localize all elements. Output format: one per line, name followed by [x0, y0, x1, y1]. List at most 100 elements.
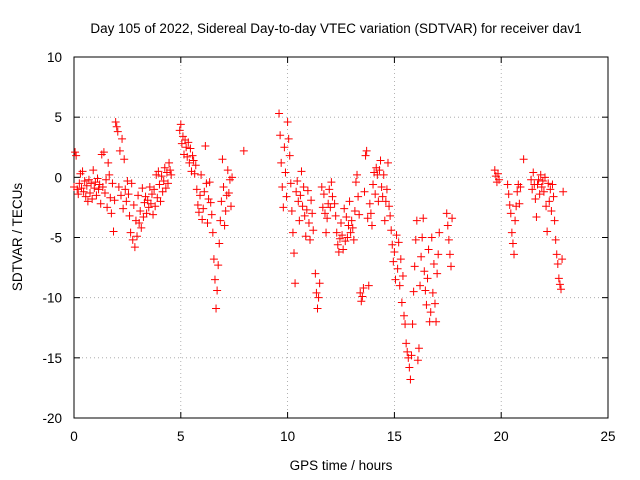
data-point [279, 203, 288, 212]
data-point [557, 285, 566, 294]
data-point [532, 213, 541, 222]
data-point [547, 207, 556, 216]
data-point [275, 109, 284, 118]
data-point [424, 245, 433, 254]
data-point [158, 187, 167, 196]
data-point [89, 166, 98, 175]
data-point [86, 188, 95, 197]
data-point [220, 221, 229, 230]
data-point [330, 199, 339, 208]
x-tick-label: 15 [387, 429, 402, 444]
data-point [146, 199, 155, 208]
data-point [412, 216, 421, 225]
data-point [126, 228, 135, 237]
data-point [110, 196, 119, 205]
data-point [152, 170, 161, 179]
data-point [411, 235, 420, 244]
data-point [144, 203, 153, 212]
data-point [185, 158, 194, 167]
data-point [544, 179, 553, 188]
data-point [213, 286, 222, 295]
data-point [130, 243, 139, 252]
data-point [183, 152, 192, 161]
data-point [109, 227, 118, 236]
data-point [228, 173, 237, 182]
data-point [362, 146, 371, 155]
data-point [490, 166, 499, 175]
data-point [386, 211, 395, 220]
data-point [96, 199, 105, 208]
data-point [278, 182, 287, 191]
data-point [428, 288, 437, 297]
data-point [539, 187, 548, 196]
data-point [308, 209, 317, 218]
data-point [123, 176, 132, 185]
data-point [410, 262, 419, 271]
data-point [167, 170, 176, 179]
data-point [87, 179, 96, 188]
data-point [206, 198, 215, 207]
data-point [154, 167, 163, 176]
data-point [393, 264, 402, 273]
data-point [288, 228, 297, 237]
data-point [442, 209, 451, 218]
data-point [141, 192, 150, 201]
data-point [355, 210, 364, 219]
data-point [334, 247, 343, 256]
data-point [409, 287, 418, 296]
data-point [143, 196, 152, 205]
data-point [444, 235, 453, 244]
data-point [325, 185, 334, 194]
data-point [210, 275, 219, 284]
data-point [422, 300, 431, 309]
data-point [118, 134, 127, 143]
x-tick-label: 25 [600, 429, 615, 444]
data-point [503, 180, 512, 189]
data-point [199, 204, 208, 213]
data-point [387, 226, 396, 235]
data-point [381, 197, 390, 206]
data-point [534, 175, 543, 184]
data-point [326, 203, 335, 212]
data-point [367, 221, 376, 230]
data-point [353, 170, 362, 179]
data-point [378, 192, 387, 201]
data-point [357, 297, 366, 306]
data-point [98, 182, 107, 191]
data-point [136, 207, 145, 216]
data-point [281, 168, 290, 177]
tick-marks [73, 56, 609, 419]
data-point [495, 175, 504, 184]
data-point [358, 292, 367, 301]
data-point [407, 351, 416, 360]
data-point [391, 275, 400, 284]
data-point [356, 288, 365, 297]
data-point [319, 190, 328, 199]
data-point [155, 180, 164, 189]
data-point [122, 197, 131, 206]
data-point [430, 299, 439, 308]
data-point [297, 167, 306, 176]
data-point [166, 166, 175, 175]
data-point [291, 279, 300, 288]
data-point [178, 132, 187, 141]
data-point [204, 194, 213, 203]
data-point [292, 187, 301, 196]
data-point [200, 187, 209, 196]
y-tick-label: 10 [47, 50, 62, 65]
data-point [504, 190, 513, 199]
data-point [515, 199, 524, 208]
data-point [79, 187, 88, 196]
data-point [102, 175, 111, 184]
data-point [313, 304, 322, 313]
data-point [161, 184, 170, 193]
data-point [364, 281, 373, 290]
data-point [159, 176, 168, 185]
data-point [533, 180, 542, 189]
data-point [318, 203, 327, 212]
data-point [338, 231, 347, 240]
data-point [156, 197, 165, 206]
data-point [419, 214, 428, 223]
data-point [128, 235, 137, 244]
data-point [551, 235, 560, 244]
